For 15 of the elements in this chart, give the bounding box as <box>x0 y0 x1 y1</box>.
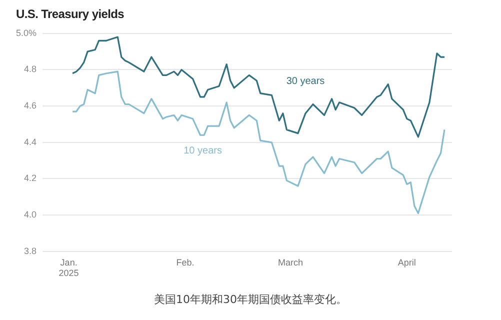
text: 美国10年期和30年期国债收益率变化。 <box>153 292 348 307</box>
y-tick-label: 4.4 <box>24 136 37 147</box>
y-tick-label: 4.2 <box>24 173 37 184</box>
series-label: 30 years <box>286 76 325 88</box>
y-tick-label: 4.8 <box>24 64 37 74</box>
y-tick-label: 4.6 <box>24 100 37 111</box>
y-tick-label: 3.8 <box>24 246 37 256</box>
x-tick-label: Jan. 2025 <box>58 257 79 278</box>
y-tick-label: 4.0 <box>24 210 37 220</box>
x-tick-label: March <box>278 257 303 268</box>
x-tick-label: April <box>398 257 416 268</box>
chart-title: U.S. Treasury yields <box>16 7 124 21</box>
y-tick-label: 5.0% <box>16 28 37 38</box>
series-label: 10 years <box>184 146 222 157</box>
x-tick-label: Feb. <box>176 257 194 268</box>
